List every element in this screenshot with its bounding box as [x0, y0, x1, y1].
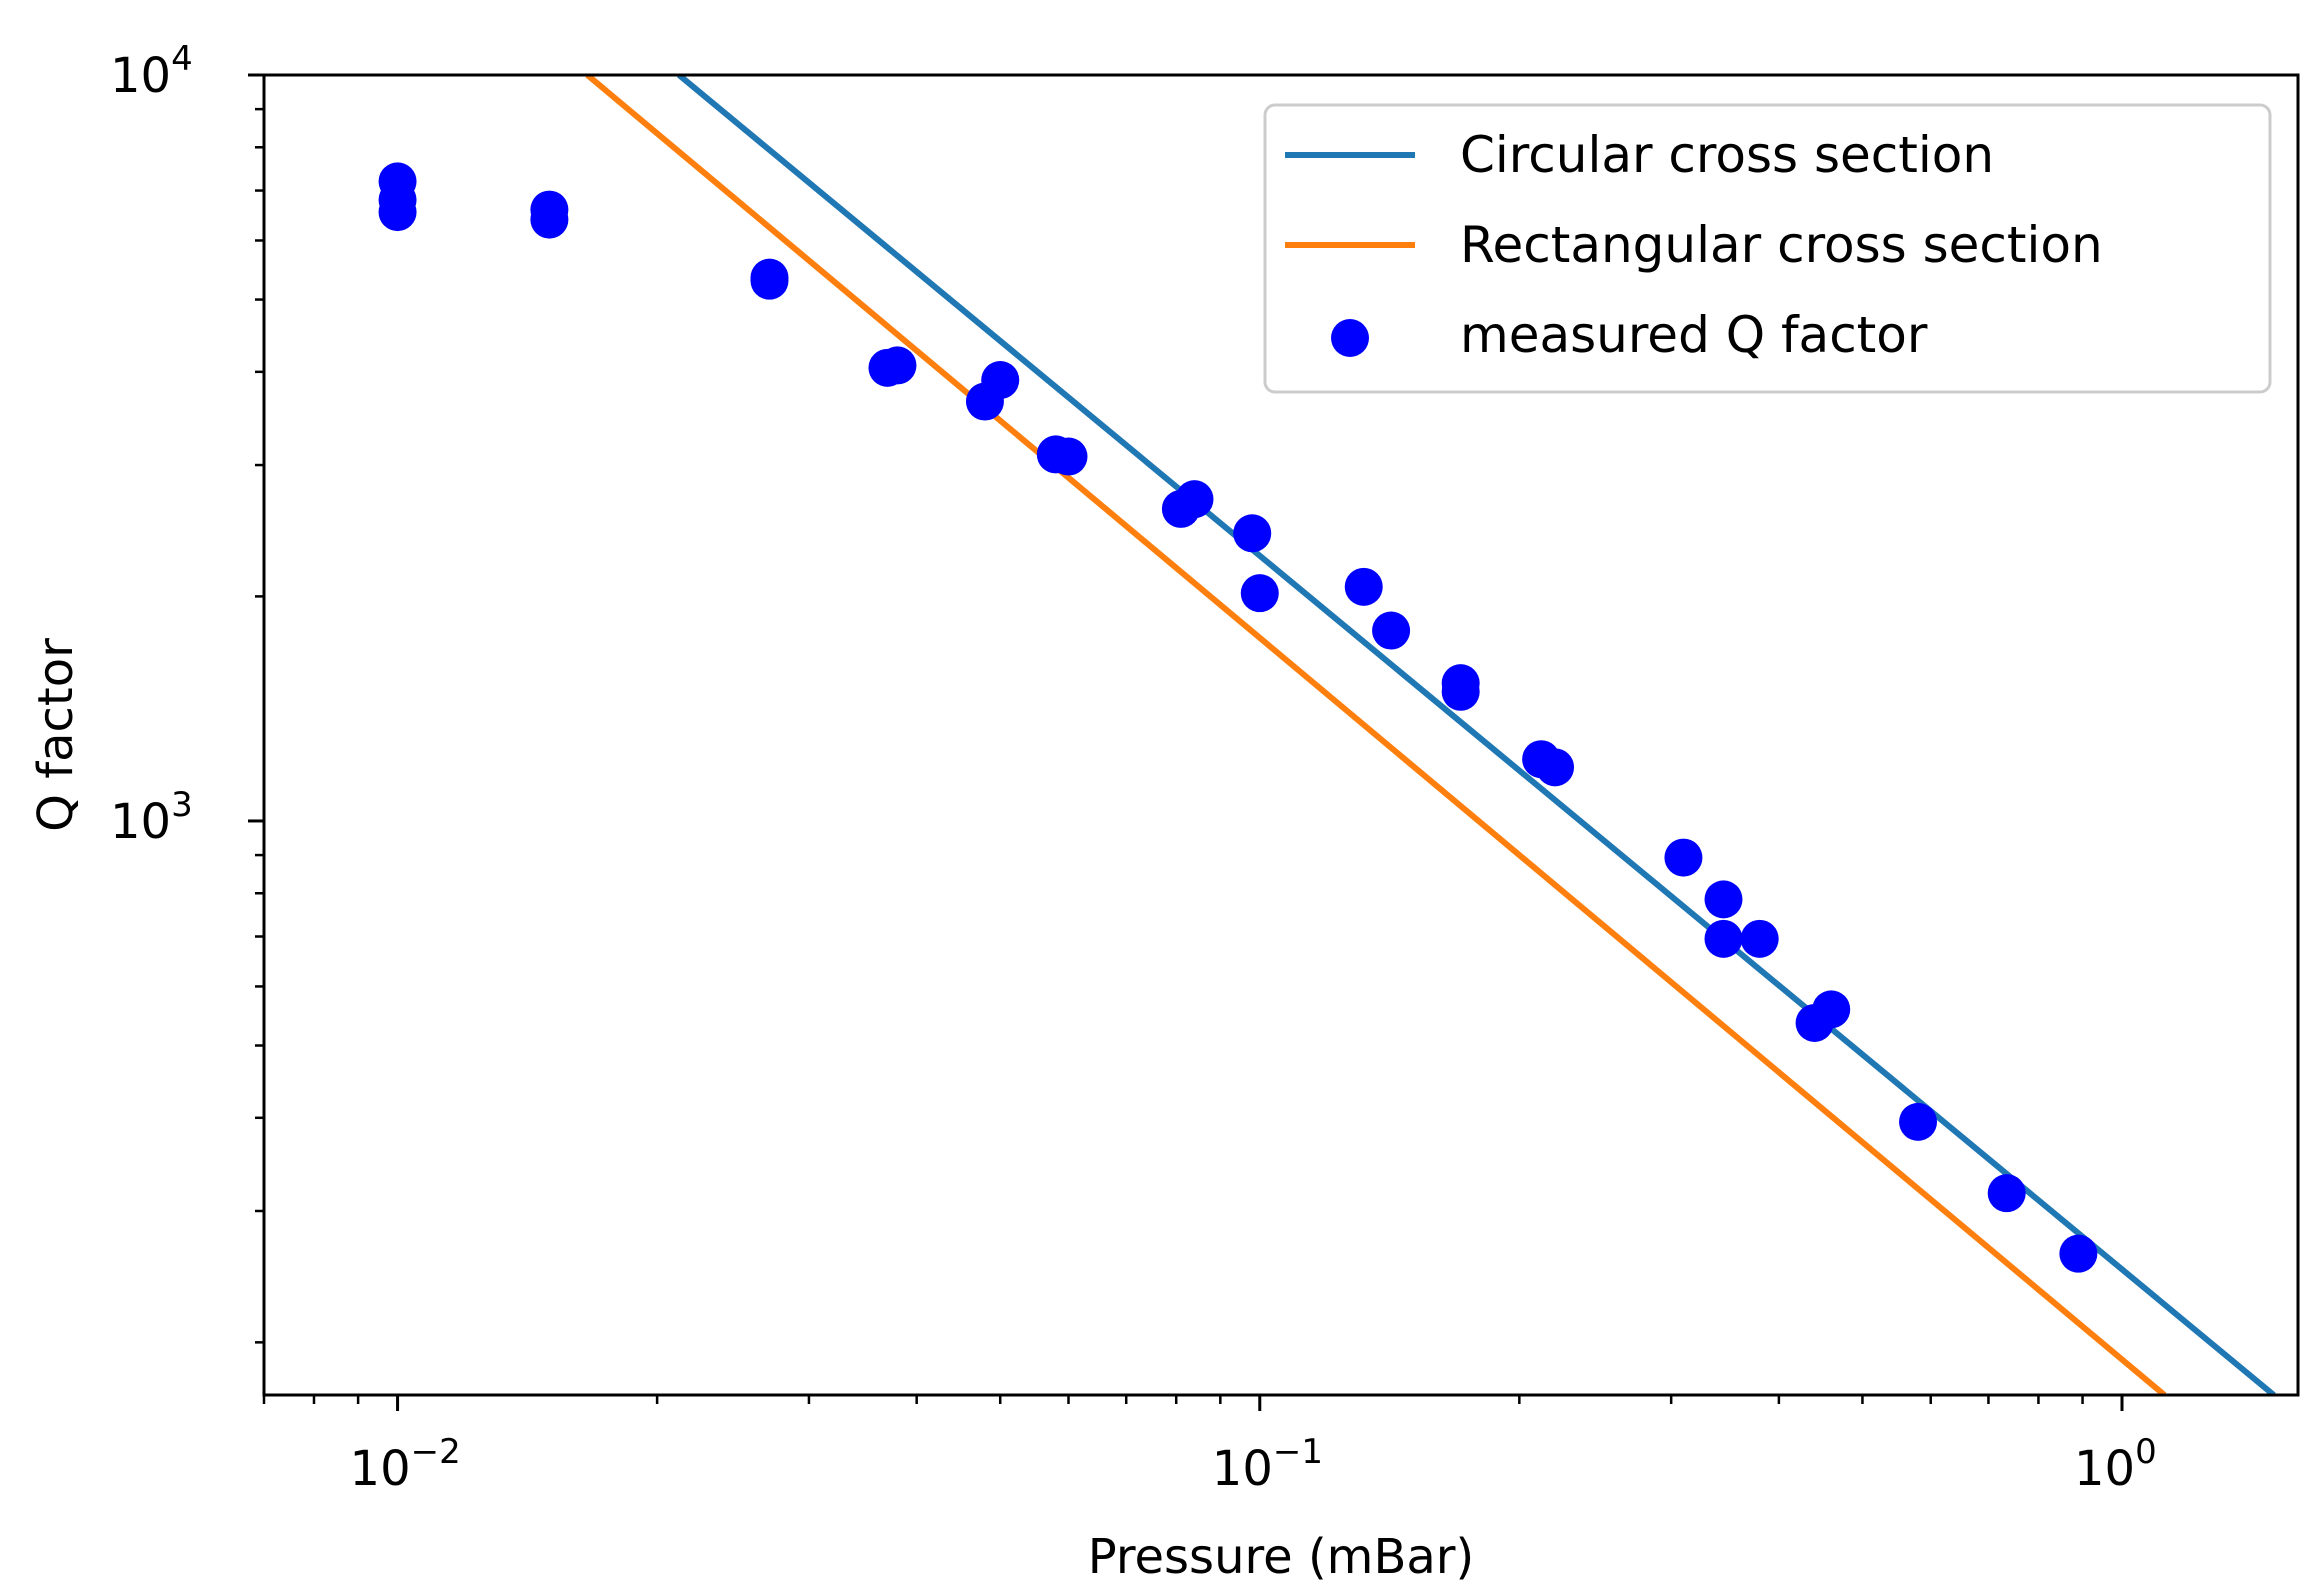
- data-point: [878, 346, 917, 385]
- data-point: [1899, 1102, 1938, 1141]
- data-point: [1664, 838, 1703, 877]
- legend-label-circular: Circular cross section: [1460, 126, 1994, 184]
- data-point: [1704, 919, 1743, 958]
- data-point: [1240, 574, 1279, 613]
- data-point: [1987, 1174, 2026, 1213]
- legend-label-measured: measured Q factor: [1460, 306, 1928, 364]
- data-point: [1344, 567, 1383, 606]
- data-point: [1704, 880, 1743, 919]
- y-tick-label: 104: [110, 39, 193, 104]
- x-tick-label: 10−2: [350, 1432, 461, 1497]
- y-tick-label: 103: [110, 785, 193, 850]
- data-point: [1536, 748, 1575, 787]
- data-point: [1812, 990, 1851, 1029]
- plot-frame: [262, 73, 2300, 1397]
- data-point: [1372, 611, 1411, 650]
- y-axis: 103 104: [110, 39, 264, 1344]
- data-point: [750, 261, 789, 300]
- x-tick-label: 10−1: [1212, 1432, 1323, 1497]
- data-point: [1233, 514, 1272, 553]
- data-point: [1740, 919, 1779, 958]
- data-point: [378, 193, 417, 232]
- scatter-points: [378, 162, 2098, 1273]
- legend-label-rectangular: Rectangular cross section: [1460, 216, 2103, 274]
- data-point: [530, 200, 569, 239]
- legend-frame: [1263, 103, 2272, 394]
- x-axis-label: Pressure (mBar): [1088, 1529, 1475, 1585]
- legend: Circular cross section Rectangular cross…: [1263, 103, 2272, 394]
- x-tick-label: 100: [2074, 1432, 2157, 1497]
- series-line-rectangular: [585, 75, 2167, 1395]
- data-point: [981, 361, 1020, 400]
- data-point: [1175, 480, 1214, 519]
- data-point: [1049, 437, 1088, 476]
- legend-swatch-measured: [1331, 319, 1369, 357]
- y-axis-label: Q factor: [28, 638, 84, 832]
- data-point: [1441, 672, 1480, 711]
- x-axis: 10−2 10−1 100: [262, 1395, 2157, 1497]
- data-point: [2059, 1234, 2098, 1273]
